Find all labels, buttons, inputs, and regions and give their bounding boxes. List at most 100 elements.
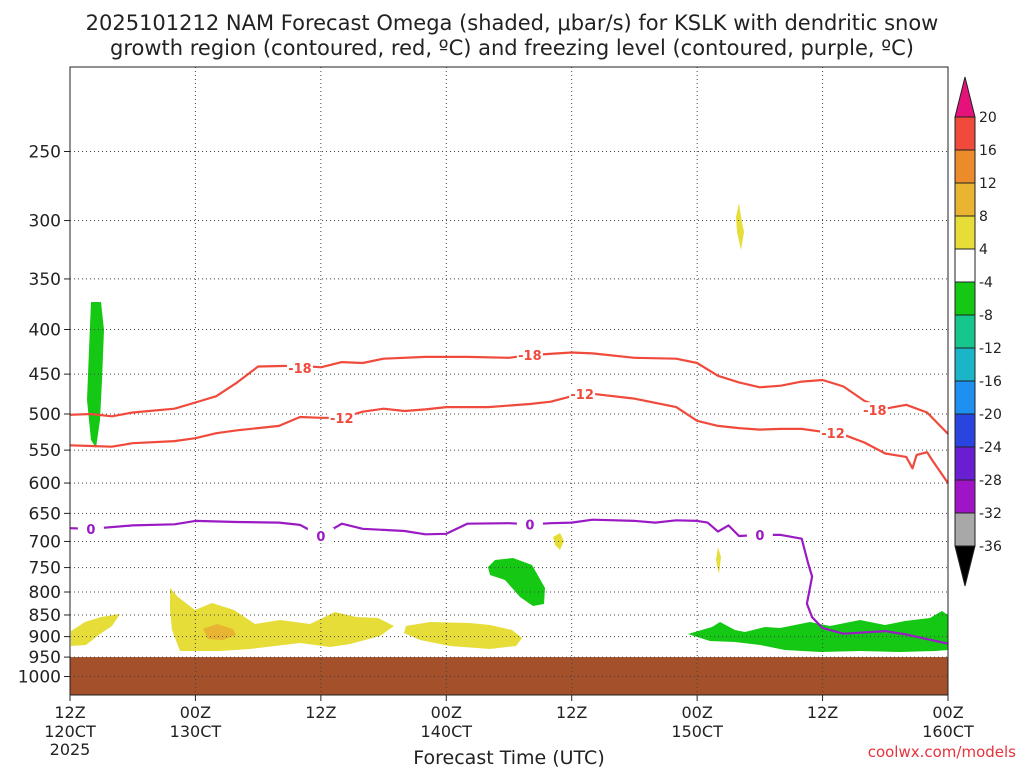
contour-label-background [516,516,543,532]
y-tick-label: 500 [29,405,61,425]
contour-label: -12 [570,388,594,403]
x-tick-date: 120CT [44,722,96,741]
credit-text: coolwx.com/models [868,743,1016,761]
x-axis-label: Forecast Time (UTC) [413,747,604,768]
omega-upward-plume-left [87,302,104,448]
freezing-level-contour [69,518,949,645]
x-tick-date: 140CT [421,722,473,741]
y-tick-label: 400 [29,321,61,341]
y-tick-label: 350 [29,270,61,290]
x-tick-hour: 12Z [305,703,336,722]
x-tick-hour: 12Z [807,703,838,722]
y-tick-label: 550 [29,441,61,461]
chart-title-line1: 2025101212 NAM Forecast Omega (shaded, μ… [86,11,939,35]
y-tick-label: 1000 [18,668,61,688]
omega-upward-low-level-right [688,611,948,652]
y-tick-label: 450 [29,365,61,385]
colorbar-tick-label: -8 [979,308,993,324]
x-tick-hour: 12Z [556,703,587,722]
colorbar-band [954,116,976,151]
y-tick-label: 600 [29,474,61,494]
omega-upward-blob-center [488,558,545,606]
contour-label: -12 [330,412,354,427]
omega-downward-small-b [716,547,721,574]
colorbar-tick-label: -16 [979,374,1002,390]
colorbar-band [954,380,976,415]
y-tick-label: 900 [29,628,61,648]
x-tick-date: 130CT [170,722,222,741]
colorbar-tick-label: -28 [979,473,1002,489]
y-tick-label: 750 [29,559,61,579]
colorbar-tick-label: -4 [979,275,993,291]
x-tick-hour: 00Z [932,703,963,722]
contour-label-background [286,360,313,376]
y-tick-label: 250 [29,143,61,163]
colorbar-band [954,248,976,283]
x-tick-hour: 00Z [180,703,211,722]
colorbar-band [954,446,976,481]
x-tick-year: 2025 [50,740,91,759]
colorbar-tick-label: 8 [979,209,988,225]
omega-downward-low-mid2 [404,622,522,649]
contour-label: 0 [755,529,764,544]
contour-label-background [77,520,104,536]
y-tick-label: 300 [29,212,61,232]
contour-label-background [307,527,334,543]
y-tick-label: 650 [29,504,61,524]
minus12-contour [69,392,949,484]
colorbar-tick-label: -20 [979,407,1002,423]
colorbar-tick-label: 16 [979,143,997,159]
y-tick-label: 850 [29,606,61,626]
contour-label-background [861,402,888,418]
x-tick-hour: 00Z [681,703,712,722]
contour-label-background [746,526,773,542]
y-tick-label: 950 [29,648,61,668]
y-tick-label: 800 [29,583,61,603]
colorbar: 20 16 12 8 4 -4 -8 -12 -16 -20 -24 -28 -32 -36 [954,76,1002,587]
contour-label-background [516,347,543,363]
colorbar-tick-label: -32 [979,506,1002,522]
colorbar-tick-label: 20 [979,110,997,126]
colorbar-bottom-arrow [954,545,976,587]
contour-label-background [328,409,355,425]
colorbar-band [954,314,976,349]
colorbar-top-arrow [954,76,976,118]
colorbar-band [954,149,976,184]
colorbar-tick-label: -24 [979,440,1002,456]
colorbar-tick-label: -36 [979,539,1002,555]
contour-label: -18 [288,362,312,377]
contour-label: 0 [525,518,534,533]
x-tick-hour: 12Z [54,703,85,722]
colorbar-band [954,281,976,316]
contours: -18 -18 -18 -12 -12 -12 0 0 0 0 [69,347,949,645]
omega-downward-orange-core [203,624,236,640]
colorbar-band [954,479,976,514]
chart-title-line2: growth region (contoured, red, ºC) and f… [110,36,914,60]
colorbar-tick-label: -12 [979,341,1002,357]
contour-label: 0 [86,523,95,538]
omega-downward-low-left [71,614,120,646]
contour-label: 0 [316,530,325,545]
contour-label-background [569,385,596,401]
omega-downward-upper-right [736,203,744,250]
y-tick-label: 700 [29,532,61,552]
colorbar-band [954,512,976,547]
contour-label: -12 [821,427,845,442]
colorbar-band [954,215,976,250]
x-tick-date: 160CT [922,722,974,741]
contour-label: -18 [863,404,887,419]
colorbar-band [954,182,976,217]
colorbar-tick-label: 4 [979,242,988,258]
contour-label: -18 [518,349,542,364]
ground-below-surface [70,657,948,695]
colorbar-tick-label: 12 [979,176,997,192]
contour-label-background [820,425,847,441]
omega-shading [71,203,948,652]
colorbar-band [954,347,976,382]
x-tick-date: 150CT [671,722,723,741]
y-axis: 2503003504004505005506006507007508008509… [18,143,70,688]
colorbar-band [954,413,976,448]
x-tick-hour: 00Z [431,703,462,722]
